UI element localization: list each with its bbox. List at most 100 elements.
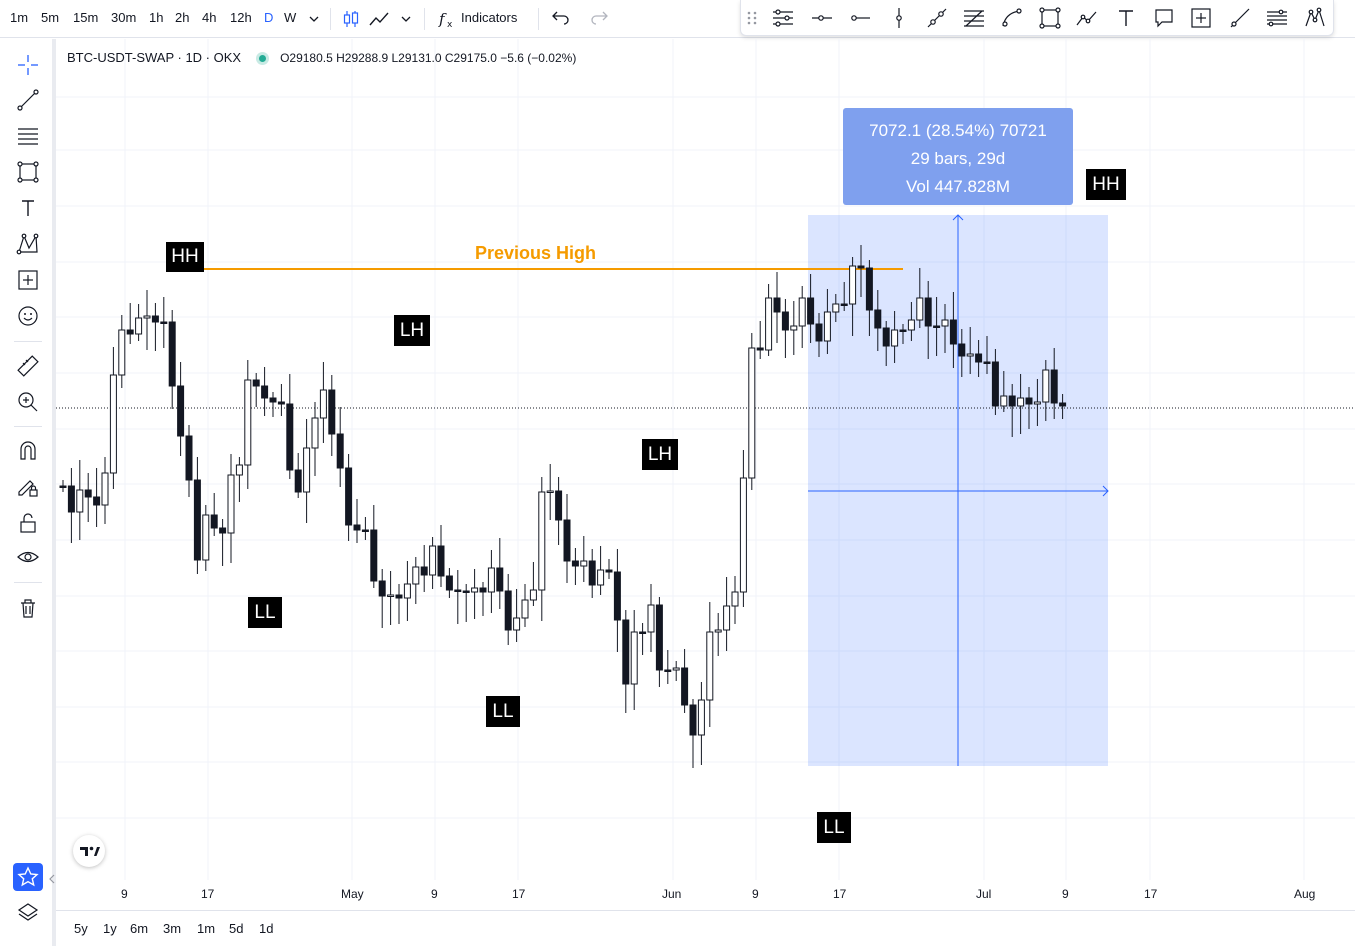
candle-body bbox=[647, 604, 655, 633]
timeframe-2h[interactable]: 2h bbox=[175, 10, 190, 25]
range-5y[interactable]: 5y bbox=[74, 921, 88, 936]
marker-lh-2: LH bbox=[642, 439, 678, 470]
candle-body bbox=[907, 319, 915, 331]
candle-body bbox=[336, 433, 344, 469]
drag-handle-icon[interactable] bbox=[745, 6, 759, 30]
candle-body bbox=[429, 545, 437, 576]
fib-icon[interactable] bbox=[1265, 6, 1289, 30]
layers-icon[interactable] bbox=[16, 901, 40, 925]
pattern-icon[interactable] bbox=[1303, 6, 1327, 30]
candle-body bbox=[513, 617, 521, 631]
time-axis[interactable]: 9 17 May 9 17 Jun 9 17 Jul 9 17 Aug bbox=[56, 879, 1355, 910]
indicators-button[interactable]: Indicators bbox=[461, 10, 518, 25]
measure-price-change: 7072.1 (28.54%) 70721 bbox=[869, 121, 1047, 140]
horizontal-ray-icon[interactable] bbox=[810, 6, 834, 30]
candle-body bbox=[420, 566, 428, 576]
measure-box-icon[interactable] bbox=[16, 268, 40, 292]
horizontal-line-icon[interactable] bbox=[848, 6, 872, 30]
range-1d[interactable]: 1d bbox=[259, 921, 274, 936]
candle-body bbox=[655, 604, 663, 671]
collapse-panel-icon[interactable] bbox=[48, 872, 56, 886]
x-tick: 17 bbox=[1144, 887, 1158, 901]
price-chart[interactable] bbox=[56, 39, 1355, 910]
timeframe-w[interactable]: W bbox=[284, 10, 297, 25]
range-1m[interactable]: 1m bbox=[197, 921, 216, 936]
text-icon[interactable] bbox=[16, 196, 40, 220]
trash-icon[interactable] bbox=[16, 596, 40, 620]
range-5d[interactable]: 5d bbox=[229, 921, 244, 936]
range-3m[interactable]: 3m bbox=[163, 921, 182, 936]
timeframe-12h[interactable]: 12h bbox=[230, 10, 252, 25]
eye-icon[interactable] bbox=[16, 545, 40, 569]
crosshair-box-icon[interactable] bbox=[1189, 6, 1213, 30]
redo-icon[interactable] bbox=[588, 8, 610, 30]
timeframe-30m[interactable]: 30m bbox=[111, 10, 137, 25]
pattern-icon[interactable] bbox=[16, 232, 40, 256]
tradingview-logo[interactable] bbox=[73, 835, 105, 867]
candle-body bbox=[387, 594, 395, 597]
timeframe-d[interactable]: D bbox=[264, 10, 274, 25]
lock-icon[interactable] bbox=[16, 511, 40, 535]
candle-body bbox=[219, 527, 227, 534]
svg-text:f: f bbox=[438, 10, 447, 28]
candle-body bbox=[975, 353, 983, 363]
candle-body bbox=[613, 571, 621, 621]
callout-icon[interactable] bbox=[1152, 6, 1176, 30]
candle-body bbox=[328, 389, 336, 435]
favorites-button[interactable] bbox=[13, 863, 43, 891]
trend-line-icon[interactable] bbox=[925, 6, 949, 30]
timeframe-15m[interactable]: 15m bbox=[73, 10, 99, 25]
symbol-title[interactable]: BTC-USDT-SWAP · 1D · OKX bbox=[67, 50, 242, 65]
candle-body bbox=[983, 361, 991, 364]
candle-body bbox=[882, 327, 890, 347]
lock-drawing-icon[interactable] bbox=[16, 475, 40, 499]
rectangle-icon[interactable] bbox=[16, 160, 40, 184]
timeframe-1m[interactable]: 1m bbox=[10, 10, 29, 25]
vertical-line-icon[interactable] bbox=[887, 6, 911, 30]
candle-body bbox=[143, 315, 151, 319]
magnet-icon[interactable] bbox=[16, 439, 40, 463]
candle-body bbox=[756, 347, 764, 351]
candle-body bbox=[1042, 369, 1050, 403]
candle-body bbox=[345, 467, 353, 526]
emoji-icon[interactable] bbox=[16, 304, 40, 328]
pitchfork-icon[interactable] bbox=[962, 6, 986, 30]
range-1y[interactable]: 1y bbox=[103, 921, 117, 936]
candle-body bbox=[59, 485, 67, 488]
candle-body bbox=[798, 297, 806, 327]
candle-body bbox=[529, 589, 537, 601]
candle-body bbox=[84, 489, 92, 498]
chart-pane[interactable]: BTC-USDT-SWAP · 1D · OKX O29180.5 H29288.… bbox=[56, 39, 1355, 910]
curve-icon[interactable] bbox=[1000, 6, 1024, 30]
fib-retracement-icon[interactable] bbox=[16, 124, 40, 148]
candle-body bbox=[1008, 395, 1016, 407]
drawing-toolbar bbox=[740, 0, 1334, 36]
trend-line-icon[interactable] bbox=[16, 88, 40, 112]
text-icon[interactable] bbox=[1114, 6, 1138, 30]
parallel-lines-icon[interactable] bbox=[771, 6, 795, 30]
ruler-icon[interactable] bbox=[16, 354, 40, 378]
timeframe-1h[interactable]: 1h bbox=[149, 10, 164, 25]
timeframe-4h[interactable]: 4h bbox=[202, 10, 217, 25]
crosshair-icon[interactable] bbox=[16, 53, 40, 77]
candle-body bbox=[496, 567, 504, 592]
zoom-in-icon[interactable] bbox=[16, 390, 40, 414]
ray-icon[interactable] bbox=[1228, 6, 1252, 30]
candle-body bbox=[378, 580, 386, 597]
candle-body bbox=[941, 319, 949, 327]
candle-body bbox=[958, 343, 966, 357]
chevron-down-icon[interactable] bbox=[396, 8, 416, 30]
chevron-down-icon[interactable] bbox=[304, 8, 324, 30]
line-chart-icon[interactable] bbox=[368, 8, 390, 30]
timeframe-5m[interactable]: 5m bbox=[41, 10, 60, 25]
candle-body bbox=[723, 605, 731, 631]
undo-icon[interactable] bbox=[550, 8, 572, 30]
candle-body bbox=[126, 329, 134, 335]
range-6m[interactable]: 6m bbox=[130, 921, 149, 936]
rectangle-icon[interactable] bbox=[1038, 6, 1062, 30]
candle-body bbox=[580, 560, 588, 567]
x-tick: Aug bbox=[1294, 887, 1316, 901]
path-icon[interactable] bbox=[1075, 6, 1099, 30]
candles-icon[interactable] bbox=[340, 8, 362, 30]
